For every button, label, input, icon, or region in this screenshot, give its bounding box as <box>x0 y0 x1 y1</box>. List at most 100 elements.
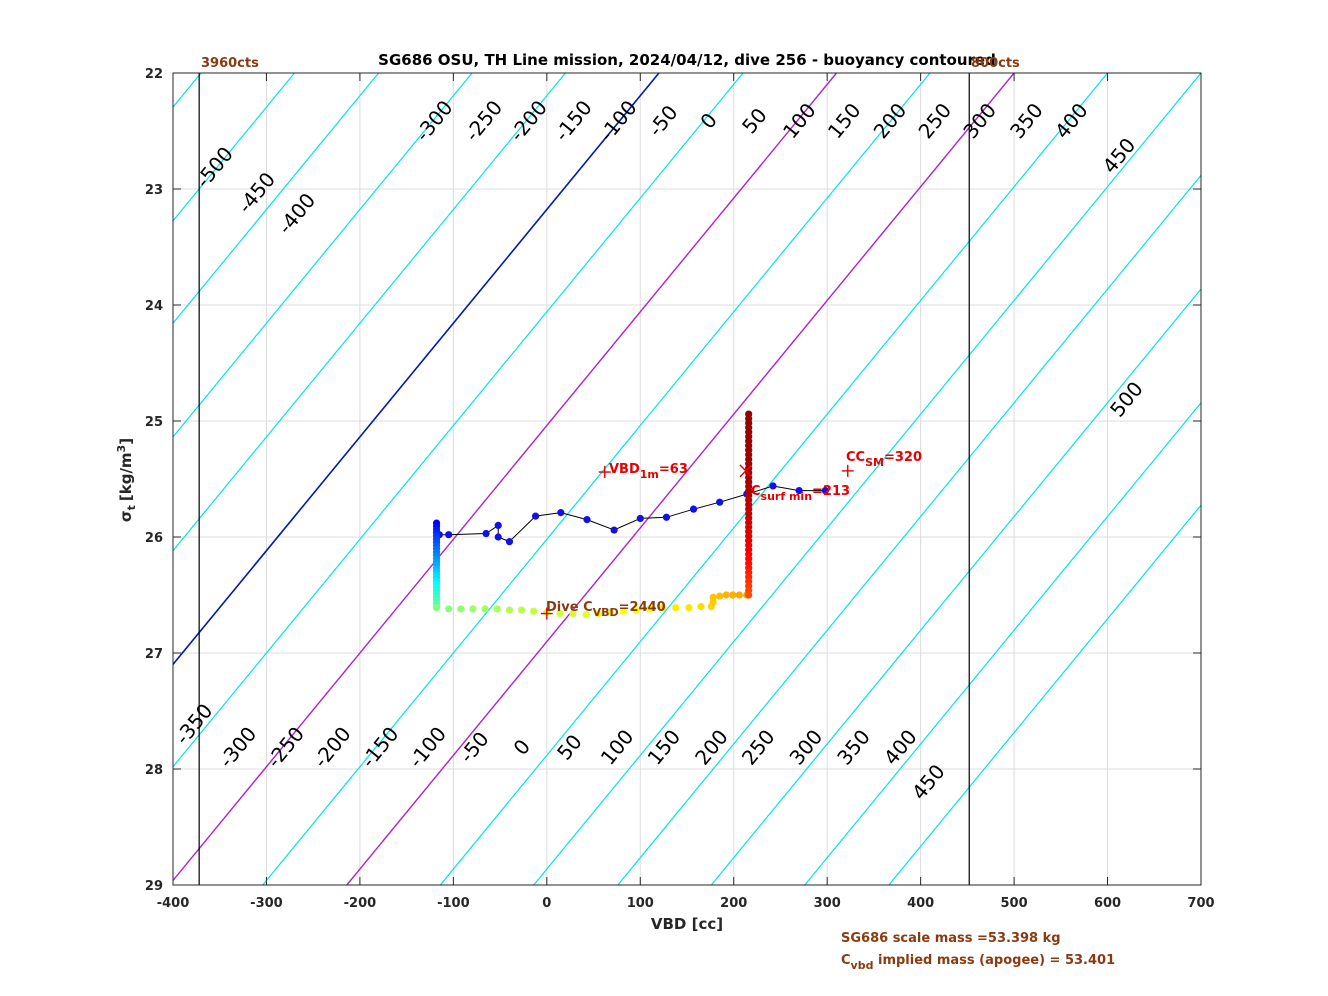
dive-c-vbd-annotation: Dive CVBD=2440 <box>546 600 666 619</box>
vbd-max-limit-label: 800cts <box>971 56 1020 71</box>
dive-point <box>619 607 628 615</box>
climb-point <box>821 487 829 495</box>
cc-sm-main: CC <box>846 450 865 465</box>
c-surf-min-value: =213 <box>812 484 850 499</box>
dive-point <box>646 605 654 613</box>
contour-line-300 <box>533 73 1201 885</box>
contour-line--250 <box>173 73 202 109</box>
dive-point <box>722 591 730 599</box>
x-tick-label: 300 <box>814 896 841 911</box>
climb-point <box>505 538 514 546</box>
contour-line-250 <box>439 73 1109 885</box>
y-axis-title-symbol: σ <box>117 510 135 522</box>
x-tick-label: 600 <box>1094 896 1121 911</box>
x-tick-label: 100 <box>627 896 654 911</box>
climb-point <box>482 529 490 538</box>
plot-frame <box>172 72 1202 886</box>
contour-line-450 <box>804 401 1201 885</box>
dive-point <box>594 609 602 618</box>
implied-mass-main: C <box>841 953 851 968</box>
scale-mass-note: SG686 scale mass =53.398 kg <box>841 931 1061 946</box>
dive-point <box>659 604 667 612</box>
c-surf-min-main: C <box>751 484 761 499</box>
contour-line-150 <box>262 73 931 885</box>
contour-line-350 <box>617 174 1201 885</box>
c-surf-min-sub: surf min <box>761 490 812 503</box>
x-tick-label: 500 <box>1001 896 1028 911</box>
y-tick-label: 26 <box>145 531 163 546</box>
contour-line-0 <box>173 73 660 666</box>
vbd-min-limit-label: 3960cts <box>201 56 259 71</box>
y-axis-title-end: ] <box>117 438 135 445</box>
x-tick-label: 400 <box>907 896 934 911</box>
marker-symbols <box>540 464 854 620</box>
dive-c-vbd-value: =2440 <box>619 600 666 615</box>
implied-mass-sub: vbd <box>851 959 874 972</box>
x-tick-label: -200 <box>344 896 377 911</box>
dive-point <box>481 605 489 613</box>
x-tick-label: 200 <box>720 896 747 911</box>
climb-point <box>769 482 777 490</box>
y-tick-label: 23 <box>145 183 163 198</box>
dive-c-vbd-sub: VBD <box>593 606 619 619</box>
dive-point <box>445 605 453 613</box>
dive-point <box>672 604 680 612</box>
c-surf-min-annotation: Csurf min=213 <box>751 484 850 503</box>
contour-line-100 <box>173 73 838 882</box>
x-tick-label: -300 <box>250 896 283 911</box>
dive-point <box>493 605 501 613</box>
y-tick-label: 27 <box>145 647 163 662</box>
climb-point <box>689 505 698 513</box>
vbd-limit-lines <box>198 73 970 885</box>
dive-point <box>432 604 441 612</box>
dive-point <box>556 609 564 618</box>
climb-point <box>445 531 453 539</box>
vbd-1m-sub: 1m <box>640 468 659 481</box>
y-tick-label: 25 <box>145 415 163 430</box>
contour-line-500 <box>888 504 1201 885</box>
dive-point <box>685 604 693 612</box>
vbd-1m-value: =63 <box>659 462 688 477</box>
climb-point <box>636 514 644 523</box>
y-tick-label: 29 <box>145 879 163 894</box>
vbd-1m-main: VBD <box>609 462 640 477</box>
cc-sm-annotation: CCSM=320 <box>846 450 922 469</box>
cc-sm-sub: SM <box>865 456 884 469</box>
implied-mass-note: Cvbd implied mass (apogee) = 53.401 <box>841 953 1115 972</box>
vbd-1m-annotation: VBD1m=63 <box>609 462 688 481</box>
y-axis-title-subscript: t <box>125 505 138 510</box>
dive-point <box>735 591 743 599</box>
dive-point <box>457 605 465 613</box>
climb-point <box>532 512 540 520</box>
climb-point <box>494 533 502 541</box>
y-axis-title-unit: [kg/m <box>117 452 135 501</box>
dive-point <box>505 606 514 614</box>
contour-line-50 <box>173 73 744 768</box>
contour-line--50 <box>173 73 566 552</box>
contour-lines <box>0 73 1201 885</box>
y-axis-title-superscript: 3 <box>115 445 128 453</box>
dive-point <box>469 605 477 613</box>
implied-mass-text: implied mass (apogee) = 53.401 <box>873 953 1115 968</box>
contour-line--300 <box>0 73 108 885</box>
data-series <box>432 410 829 619</box>
y-tick-label: 22 <box>145 67 163 82</box>
climb-point <box>662 513 671 521</box>
contour-line--350 <box>0 73 23 885</box>
plot-background <box>173 73 1201 885</box>
contour-line-200 <box>346 73 1015 885</box>
dive-c-vbd-main: Dive C <box>546 600 593 615</box>
climb-point <box>795 487 803 495</box>
dive-point <box>517 606 526 614</box>
dive-point <box>569 609 577 618</box>
contour-line--200 <box>173 73 295 222</box>
y-tick-label: 24 <box>145 299 163 314</box>
climb-point <box>583 516 591 524</box>
dive-point <box>582 611 590 619</box>
climb-point <box>557 509 565 517</box>
contour-line-400 <box>710 288 1201 885</box>
climb-point <box>494 521 502 530</box>
x-tick-label: -100 <box>437 896 470 911</box>
y-tick-label: 28 <box>145 763 163 778</box>
